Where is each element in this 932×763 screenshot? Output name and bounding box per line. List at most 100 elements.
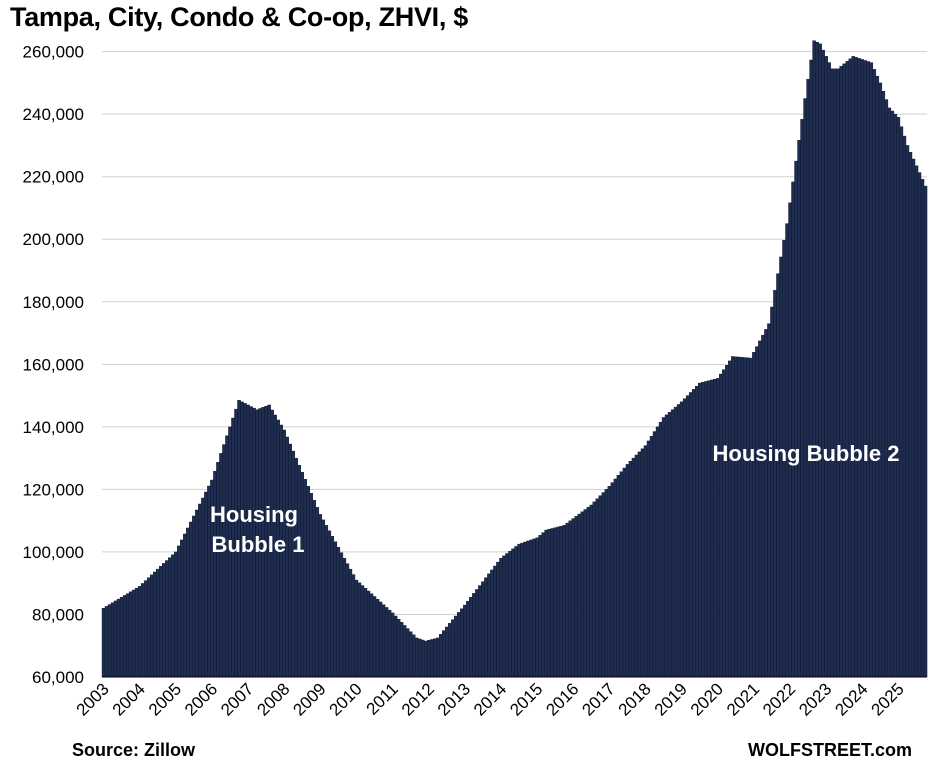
bar bbox=[180, 539, 184, 678]
y-tick-label: 60,000 bbox=[32, 668, 84, 687]
annotation-housing-bubble-2: Housing Bubble 2 bbox=[713, 441, 900, 466]
bar bbox=[198, 503, 202, 678]
bar bbox=[333, 541, 338, 678]
bar bbox=[171, 554, 175, 678]
bar bbox=[116, 598, 121, 678]
y-tick-label: 120,000 bbox=[23, 480, 84, 499]
bar bbox=[189, 521, 193, 678]
bar bbox=[788, 202, 792, 678]
bar bbox=[746, 357, 750, 678]
bar bbox=[676, 404, 681, 678]
brand-note: WOLFSTREET.com bbox=[747, 740, 912, 760]
bar bbox=[598, 495, 603, 678]
bar bbox=[309, 493, 314, 678]
bar bbox=[442, 630, 446, 678]
bar bbox=[827, 62, 831, 678]
bar bbox=[791, 181, 795, 678]
bar bbox=[716, 378, 720, 678]
bar bbox=[824, 56, 828, 678]
bar bbox=[640, 448, 645, 678]
bar bbox=[884, 99, 889, 678]
bar bbox=[417, 638, 422, 678]
bar bbox=[454, 615, 458, 678]
bar bbox=[183, 533, 187, 678]
bar bbox=[887, 107, 892, 678]
x-tick-label: 2021 bbox=[723, 679, 763, 719]
x-tick-label: 2020 bbox=[687, 679, 727, 719]
bar bbox=[532, 538, 536, 678]
bar bbox=[860, 59, 865, 678]
bar bbox=[878, 82, 883, 678]
bar bbox=[688, 392, 693, 678]
bar bbox=[812, 40, 816, 678]
y-tick-label: 100,000 bbox=[23, 543, 84, 562]
bar bbox=[408, 631, 413, 678]
bar bbox=[776, 273, 780, 678]
y-tick-label: 240,000 bbox=[23, 105, 84, 124]
bar bbox=[460, 608, 464, 678]
bar bbox=[685, 395, 690, 678]
bar bbox=[201, 497, 205, 678]
bar bbox=[601, 492, 606, 678]
x-tick-label: 2017 bbox=[578, 679, 618, 719]
bar bbox=[767, 323, 771, 678]
bar bbox=[571, 518, 575, 678]
bar bbox=[737, 356, 741, 678]
x-tick-label: 2019 bbox=[651, 679, 691, 719]
bar bbox=[830, 68, 834, 678]
bar bbox=[556, 526, 560, 678]
bar bbox=[722, 369, 726, 678]
bar bbox=[664, 414, 669, 678]
bar bbox=[339, 552, 344, 678]
x-tick-label: 2025 bbox=[868, 679, 908, 719]
bar bbox=[770, 306, 774, 678]
x-tick-label: 2006 bbox=[181, 679, 221, 719]
x-tick-label: 2010 bbox=[326, 679, 366, 719]
y-tick-label: 140,000 bbox=[23, 418, 84, 437]
bar bbox=[143, 580, 148, 678]
bar bbox=[643, 445, 648, 678]
bar bbox=[511, 548, 515, 678]
bar bbox=[625, 464, 630, 678]
bar bbox=[694, 386, 699, 678]
bar bbox=[155, 568, 160, 678]
bar bbox=[384, 607, 389, 678]
annotation-housing-bubble-1-line2: Bubble 1 bbox=[212, 532, 305, 557]
bar bbox=[673, 406, 678, 678]
bar bbox=[607, 486, 612, 678]
x-tick-label: 2022 bbox=[759, 679, 799, 719]
bar bbox=[324, 525, 329, 678]
x-tick-label: 2007 bbox=[217, 679, 257, 719]
bar bbox=[923, 185, 928, 678]
bar bbox=[589, 504, 594, 678]
bar bbox=[204, 491, 208, 678]
bar bbox=[839, 66, 843, 678]
y-tick-label: 220,000 bbox=[23, 168, 84, 187]
bar bbox=[857, 58, 862, 678]
bar bbox=[222, 444, 226, 678]
bar bbox=[312, 500, 317, 678]
bar bbox=[700, 382, 705, 678]
bar bbox=[318, 514, 323, 678]
bar bbox=[162, 563, 166, 678]
bar bbox=[728, 360, 732, 678]
bar bbox=[285, 436, 289, 678]
bar bbox=[375, 599, 380, 678]
bar bbox=[414, 637, 419, 678]
bar bbox=[505, 553, 509, 678]
bar bbox=[538, 535, 542, 678]
bar bbox=[710, 379, 714, 678]
bar bbox=[502, 555, 506, 678]
bar bbox=[433, 638, 437, 678]
bar bbox=[905, 145, 910, 678]
x-tick-label: 2024 bbox=[831, 679, 871, 719]
bar bbox=[833, 68, 837, 678]
bar bbox=[550, 528, 554, 678]
bar bbox=[303, 479, 307, 678]
bar bbox=[544, 529, 548, 678]
bar bbox=[420, 639, 425, 678]
bar bbox=[351, 574, 356, 678]
bar bbox=[496, 561, 500, 678]
bar bbox=[896, 117, 901, 678]
